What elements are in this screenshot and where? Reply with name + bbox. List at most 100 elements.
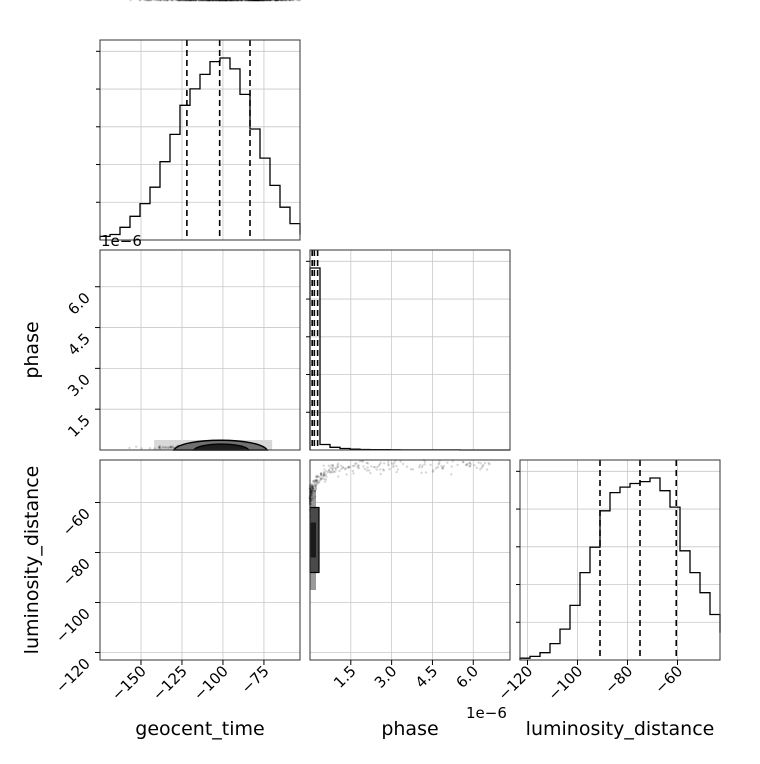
scatter-point: [244, 0, 247, 2]
scatter-point: [418, 464, 422, 467]
scatter-point: [487, 461, 491, 465]
scatter-point: [274, 0, 277, 2]
scatter-point: [225, 0, 228, 2]
scatter-point: [172, 446, 176, 449]
scatter-point: [148, 447, 152, 450]
scatter-point: [360, 459, 364, 463]
scatter-point: [323, 480, 327, 483]
scatter-point: [324, 473, 328, 476]
scatter-point: [345, 473, 348, 476]
scatter-point: [253, 0, 257, 2]
scatter-point: [275, 0, 279, 2]
scatter-point: [261, 0, 264, 2]
scatter-point: [159, 447, 162, 450]
scatter-point: [169, 0, 173, 2]
scatter-point: [158, 444, 162, 448]
scatter-point: [238, 0, 242, 2]
scatter-point: [265, 0, 268, 2]
scatter-point: [251, 0, 254, 2]
scatter-point: [159, 0, 163, 2]
scatter-point: [170, 0, 174, 2]
scatter-point: [198, 0, 202, 2]
scatter-point: [296, 0, 300, 2]
scatter-point: [221, 0, 224, 2]
scatter-point: [249, 0, 253, 2]
scatter-point: [262, 0, 265, 2]
scatter-point: [323, 468, 326, 471]
scatter-point: [182, 0, 186, 2]
scatter-point: [203, 0, 207, 2]
scatter-point: [260, 0, 264, 2]
scatter-point: [249, 0, 253, 2]
scatter-point: [347, 466, 350, 470]
scatter-point: [263, 0, 266, 2]
scatter-point: [202, 0, 205, 2]
scatter-point: [475, 466, 478, 470]
scatter-point: [148, 0, 151, 2]
scatter-point: [200, 0, 204, 2]
scatter-point: [321, 474, 325, 477]
scatter-point: [204, 0, 208, 2]
scatter-point: [310, 483, 313, 486]
scatter-point: [274, 0, 277, 2]
scatter-point: [288, 0, 292, 2]
scatter-point: [238, 0, 241, 2]
scatter-point: [218, 0, 221, 2]
scatter-point: [373, 466, 377, 469]
scatter-point: [255, 0, 259, 2]
scatter-point: [220, 0, 224, 2]
scatter-point: [252, 0, 256, 2]
scatter-point: [441, 466, 444, 469]
scatter-point: [311, 488, 314, 492]
scatter-point: [279, 0, 283, 2]
scatter-point: [182, 0, 186, 2]
scatter-point: [365, 461, 368, 465]
scatter-point: [225, 0, 229, 2]
scatter-point: [221, 0, 225, 2]
scatter-point: [214, 0, 218, 2]
scatter-point: [207, 0, 211, 2]
scatter-point: [256, 0, 259, 2]
scatter-point: [420, 471, 423, 475]
scatter-point: [230, 0, 234, 2]
scatter-point: [230, 0, 233, 2]
scatter-point: [247, 0, 250, 2]
scatter-point: [343, 468, 347, 471]
scatter-point: [268, 0, 272, 2]
scatter-point: [246, 0, 250, 2]
scatter-point: [280, 0, 284, 2]
scatter-point: [348, 465, 351, 468]
scatter-point: [162, 0, 165, 2]
scatter-point: [247, 0, 250, 2]
scatter-point: [289, 0, 293, 2]
scatter-point: [174, 0, 177, 2]
scatter-point: [249, 0, 253, 2]
scatter-point: [269, 0, 272, 2]
x-tick-label-geocent_time: −150: [108, 662, 150, 704]
scatter-point: [441, 467, 444, 470]
scatter-point: [421, 464, 424, 467]
scatter-point: [186, 0, 189, 2]
scatter-point: [254, 0, 257, 2]
scatter-point: [256, 0, 260, 2]
scatter-point: [331, 463, 335, 467]
scatter-point: [175, 0, 179, 2]
scatter-point: [221, 0, 225, 2]
scatter-point: [183, 0, 187, 2]
scatter-point: [245, 0, 248, 2]
scatter-point: [201, 0, 204, 2]
scatter-point: [252, 0, 256, 2]
scatter-point: [128, 446, 131, 450]
scatter-point: [177, 0, 180, 2]
scatter-point: [352, 472, 355, 475]
scatter-point: [228, 0, 231, 2]
scatter-point: [379, 468, 382, 471]
scatter-point: [184, 0, 188, 2]
scatter-point: [310, 486, 313, 490]
scatter-point: [252, 0, 255, 2]
scatter-point: [162, 0, 166, 2]
scatter-point: [158, 0, 162, 2]
panel-scatter-phase-vs-geocent-time: [100, 250, 300, 450]
scatter-point: [330, 464, 333, 467]
scatter-point: [244, 0, 248, 2]
